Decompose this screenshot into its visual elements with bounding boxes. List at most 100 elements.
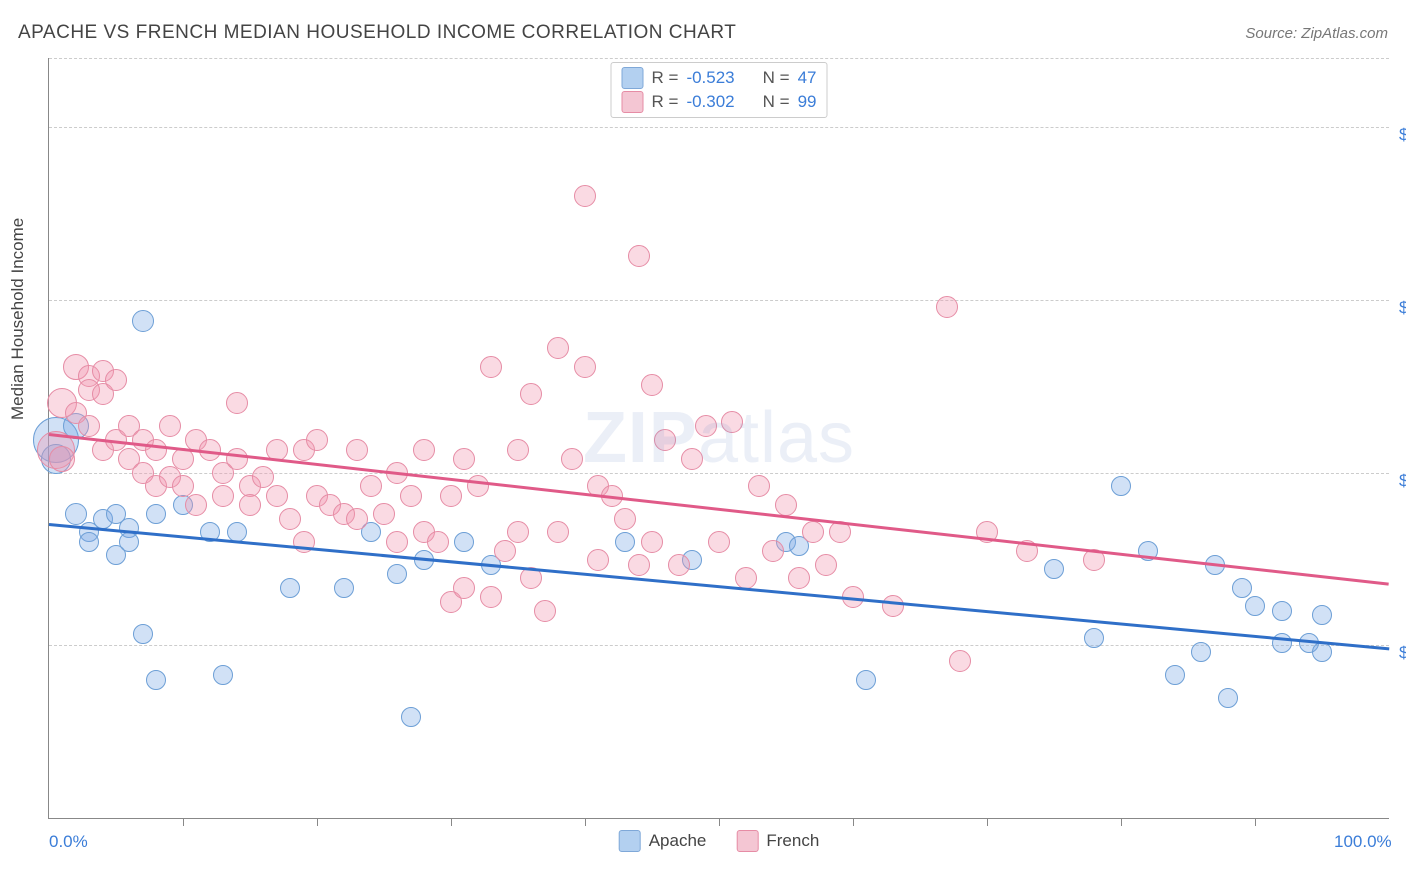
data-point: [212, 485, 234, 507]
data-point: [1245, 596, 1265, 616]
data-point: [373, 503, 395, 525]
data-point: [360, 475, 382, 497]
y-tick-label: $150,000: [1399, 125, 1406, 145]
stats-row: R =-0.302N =99: [622, 91, 817, 113]
data-point: [614, 508, 636, 530]
data-point: [159, 415, 181, 437]
data-point: [105, 369, 127, 391]
x-tick: [1121, 818, 1122, 826]
data-point: [226, 448, 248, 470]
data-point: [882, 595, 904, 617]
data-point: [306, 429, 328, 451]
gridline: [49, 127, 1389, 128]
y-axis-label: Median Household Income: [8, 218, 28, 420]
source-attribution: Source: ZipAtlas.com: [1245, 25, 1388, 42]
data-point: [1191, 642, 1211, 662]
data-point: [721, 411, 743, 433]
data-point: [480, 356, 502, 378]
stats-legend: R =-0.523N =47R =-0.302N =99: [611, 62, 828, 118]
data-point: [279, 508, 301, 530]
data-point: [815, 554, 837, 576]
data-point: [507, 521, 529, 543]
data-point: [856, 670, 876, 690]
x-tick: [183, 818, 184, 826]
data-point: [574, 185, 596, 207]
data-point: [266, 485, 288, 507]
data-point: [561, 448, 583, 470]
gridline: [49, 645, 1389, 646]
data-point: [1084, 628, 1104, 648]
data-point: [146, 504, 166, 524]
legend-swatch: [736, 830, 758, 852]
data-point: [695, 415, 717, 437]
data-point: [788, 567, 810, 589]
data-point: [1218, 688, 1238, 708]
data-point: [454, 532, 474, 552]
data-point: [1232, 578, 1252, 598]
x-tick: [853, 818, 854, 826]
data-point: [280, 578, 300, 598]
chart-title: APACHE VS FRENCH MEDIAN HOUSEHOLD INCOME…: [18, 22, 736, 44]
data-point: [748, 475, 770, 497]
gridline: [49, 473, 1389, 474]
y-tick-label: $112,500: [1399, 298, 1406, 318]
legend-swatch: [622, 67, 644, 89]
x-tick: [987, 818, 988, 826]
stats-row: R =-0.523N =47: [622, 67, 817, 89]
data-point: [413, 439, 435, 461]
data-point: [1272, 601, 1292, 621]
data-point: [587, 549, 609, 571]
legend-label: Apache: [649, 831, 707, 851]
data-point: [534, 600, 556, 622]
data-point: [949, 650, 971, 672]
data-point: [574, 356, 596, 378]
data-point: [668, 554, 690, 576]
legend-swatch: [622, 91, 644, 113]
data-point: [334, 578, 354, 598]
series-legend: ApacheFrench: [619, 830, 820, 852]
data-point: [681, 448, 703, 470]
data-point: [386, 531, 408, 553]
y-tick-label: $75,000: [1399, 471, 1406, 491]
data-point: [494, 540, 516, 562]
data-point: [1165, 665, 1185, 685]
x-tick: [1255, 818, 1256, 826]
scatter-plot: ZIPatlas R =-0.523N =47R =-0.302N =99 Ap…: [48, 58, 1389, 819]
legend-item: Apache: [619, 830, 707, 852]
data-point: [145, 439, 167, 461]
data-point: [65, 503, 87, 525]
data-point: [547, 521, 569, 543]
data-point: [387, 564, 407, 584]
x-tick: [585, 818, 586, 826]
data-point: [520, 383, 542, 405]
data-point: [1312, 605, 1332, 625]
data-point: [708, 531, 730, 553]
data-point: [49, 446, 75, 472]
data-point: [226, 392, 248, 414]
data-point: [133, 624, 153, 644]
data-point: [641, 531, 663, 553]
data-point: [936, 296, 958, 318]
data-point: [427, 531, 449, 553]
data-point: [185, 494, 207, 516]
x-tick-label: 100.0%: [1334, 832, 1392, 852]
data-point: [615, 532, 635, 552]
data-point: [400, 485, 422, 507]
data-point: [453, 448, 475, 470]
x-tick: [451, 818, 452, 826]
data-point: [628, 245, 650, 267]
data-point: [239, 494, 261, 516]
x-tick: [317, 818, 318, 826]
data-point: [654, 429, 676, 451]
gridline: [49, 300, 1389, 301]
data-point: [1111, 476, 1131, 496]
data-point: [1312, 642, 1332, 662]
data-point: [762, 540, 784, 562]
data-point: [346, 508, 368, 530]
data-point: [119, 532, 139, 552]
data-point: [775, 494, 797, 516]
data-point: [346, 439, 368, 461]
legend-swatch: [619, 830, 641, 852]
data-point: [802, 521, 824, 543]
data-point: [146, 670, 166, 690]
